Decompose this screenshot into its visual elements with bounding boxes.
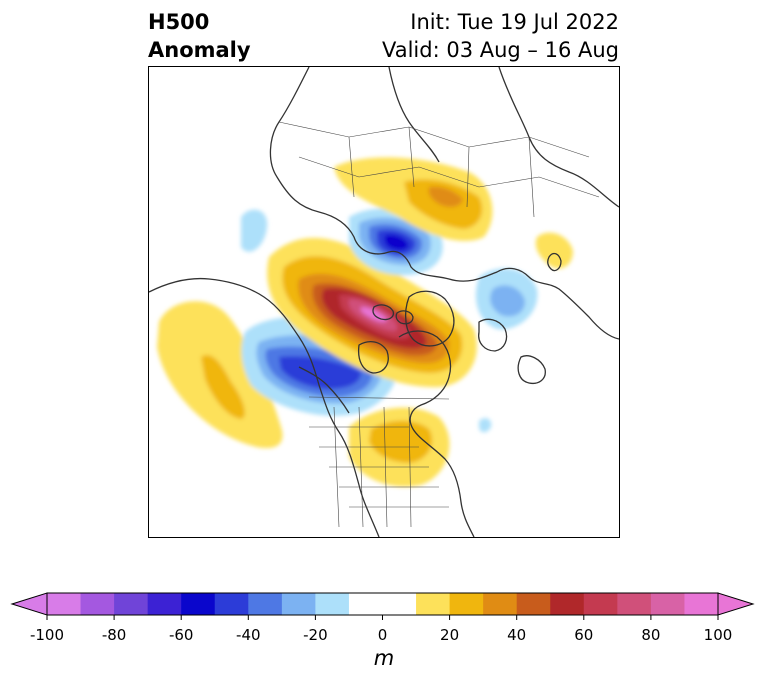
- map-dates: Init: Tue 19 Jul 2022 Valid: 03 Aug – 16…: [382, 8, 619, 64]
- colorbar-tick-label: -100: [29, 626, 65, 644]
- negative-anomaly-alaska: [241, 209, 268, 252]
- colorbar: [10, 592, 755, 620]
- valid-range: Valid: 03 Aug – 16 Aug: [381, 38, 619, 62]
- colorbar-tick-label: -40: [236, 626, 261, 644]
- colorbar-bin: [315, 593, 350, 615]
- colorbar-bin: [483, 593, 518, 615]
- colorbar-bin: [181, 593, 216, 615]
- title-variable: H500: [148, 10, 210, 34]
- colorbar-bin: [214, 593, 249, 615]
- colorbar-tick-label: 20: [440, 626, 460, 644]
- colorbar-bin: [147, 593, 182, 615]
- colorbar-tick-label: -60: [168, 626, 194, 644]
- init-date: Init: Tue 19 Jul 2022: [410, 10, 619, 34]
- colorbar-bin: [114, 593, 149, 615]
- map-title: H500 Anomaly: [148, 8, 251, 64]
- colorbar-bin: [684, 593, 719, 615]
- colorbar-bin: [583, 593, 618, 615]
- colorbar-bin: [650, 593, 685, 615]
- colorbar-bins: [47, 593, 719, 615]
- colorbar-bin: [416, 593, 451, 615]
- colorbar-bin: [248, 593, 283, 615]
- colorbar-extend-low: [10, 592, 48, 616]
- colorbar-tick-label: 0: [377, 626, 388, 644]
- negative-anomaly-atlantic: [479, 418, 492, 433]
- colorbar-bin: [47, 593, 82, 615]
- colorbar-tick-label: 40: [507, 626, 527, 644]
- colorbar-bin: [80, 593, 115, 615]
- map-panel: [148, 66, 620, 538]
- colorbar-extend-high: [717, 592, 755, 616]
- political-borders: [278, 121, 600, 528]
- anomaly-map: [149, 67, 619, 537]
- coastlines: [149, 67, 619, 537]
- colorbar-bin: [449, 593, 484, 615]
- positive-anomaly-pacific-core: [201, 354, 245, 419]
- colorbar-tick-label: 80: [641, 626, 661, 644]
- colorbar-tick-label: 60: [574, 626, 594, 644]
- colorbar-bin: [516, 593, 551, 615]
- colorbar-bin: [348, 593, 417, 615]
- colorbar-ticks: [46, 615, 719, 620]
- colorbar-bin: [281, 593, 316, 615]
- colorbar-bin: [617, 593, 652, 615]
- colorbar-tick-label: -20: [303, 626, 328, 644]
- positive-anomaly-east-asia: [535, 232, 573, 269]
- colorbar-tick-label: 100: [703, 626, 733, 644]
- anomaly-shading: [157, 157, 573, 487]
- colorbar-bin: [550, 593, 585, 615]
- title-field: Anomaly: [148, 38, 251, 62]
- colorbar-tick-label: -80: [101, 626, 127, 644]
- colorbar-unit: m: [373, 646, 395, 670]
